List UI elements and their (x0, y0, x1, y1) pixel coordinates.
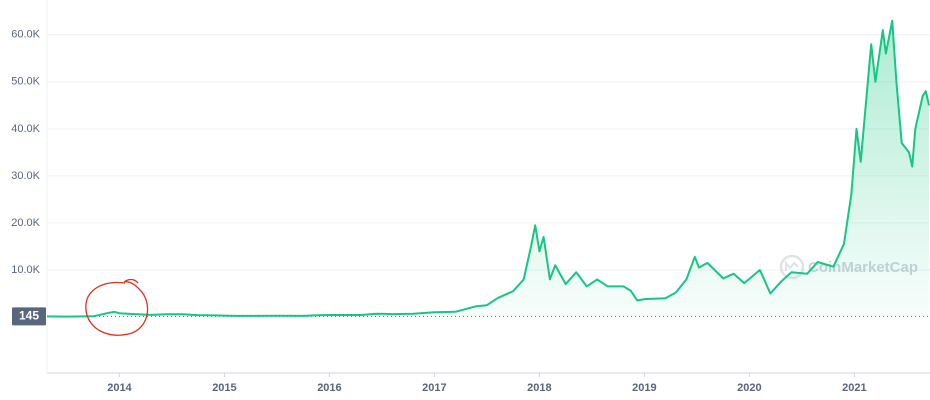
reference-label: 145 (19, 308, 39, 322)
x-tick-label: 2019 (632, 382, 656, 394)
x-tick-label: 2014 (107, 382, 132, 394)
annotation-circle (85, 278, 149, 336)
area-fill (47, 20, 929, 317)
y-tick-label: 50.0K (11, 76, 40, 88)
price-line (46, 19, 930, 318)
x-tick-label: 2016 (317, 382, 341, 394)
y-tick-label: 30.0K (11, 170, 40, 182)
x-tick-label: 2015 (212, 382, 236, 394)
y-tick-label: 10.0K (11, 264, 40, 276)
x-tick-label: 2021 (842, 382, 866, 394)
y-tick-label: 40.0K (11, 123, 40, 135)
reference-label-box (12, 307, 46, 326)
y-tick-label: 20.0K (11, 217, 40, 229)
x-tick-label: 2018 (527, 382, 551, 394)
grid-layer (47, 34, 930, 271)
data-layer (46, 19, 930, 318)
x-tick-label: 2020 (737, 382, 761, 394)
y-tick-label: 60.0K (11, 29, 40, 41)
x-tick-label: 2017 (422, 382, 446, 394)
